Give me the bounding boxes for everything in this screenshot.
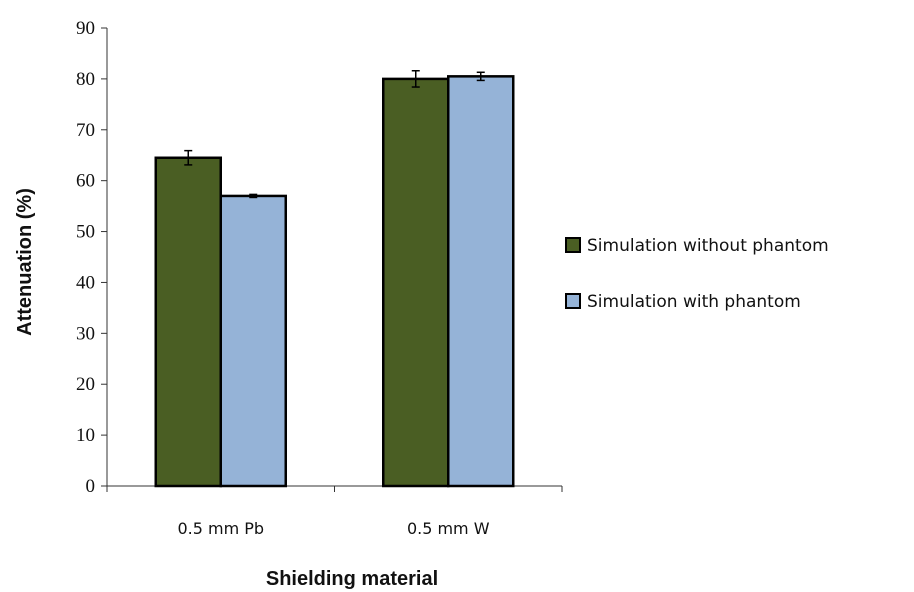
y-tick-label: 30 bbox=[76, 323, 95, 344]
x-tick-label: 0.5 mm W bbox=[407, 519, 490, 538]
bars bbox=[156, 76, 514, 486]
y-tick-label: 20 bbox=[76, 374, 95, 395]
y-tick-label: 80 bbox=[76, 69, 95, 90]
legend-label: Simulation with phantom bbox=[587, 292, 801, 312]
y-tick-label: 50 bbox=[76, 222, 95, 243]
bar bbox=[448, 76, 513, 486]
y-tick-label: 70 bbox=[76, 120, 95, 141]
bar bbox=[221, 196, 286, 486]
y-ticks: 0 10 20 30 40 50 60 70 80 90 bbox=[76, 18, 107, 497]
y-tick-label: 10 bbox=[76, 425, 95, 446]
y-tick-label: 60 bbox=[76, 171, 95, 192]
y-tick-label: 90 bbox=[76, 18, 95, 39]
x-axis-title: Shielding material bbox=[266, 568, 438, 590]
bar bbox=[156, 158, 221, 486]
legend: Simulation without phantom Simulation wit… bbox=[566, 236, 829, 312]
bar bbox=[383, 79, 448, 486]
y-tick-label: 0 bbox=[86, 476, 96, 497]
legend-swatch bbox=[566, 238, 580, 252]
category-labels: 0.5 mm Pb 0.5 mm W bbox=[177, 519, 489, 538]
y-axis-title: Attenuation (%) bbox=[14, 188, 36, 336]
legend-swatch bbox=[566, 294, 580, 308]
x-tick-label: 0.5 mm Pb bbox=[177, 519, 264, 538]
legend-label: Simulation without phantom bbox=[587, 236, 829, 256]
y-tick-label: 40 bbox=[76, 272, 95, 293]
